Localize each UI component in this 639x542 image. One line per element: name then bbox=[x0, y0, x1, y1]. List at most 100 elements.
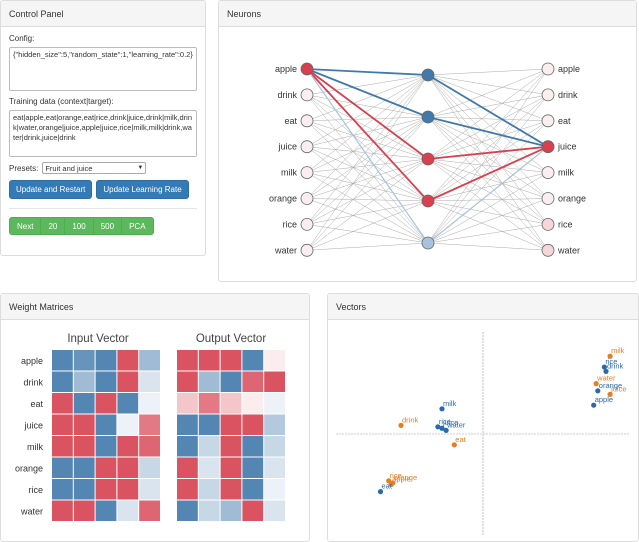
step-500-button[interactable]: 500 bbox=[92, 217, 123, 235]
output-neuron-label: drink bbox=[558, 90, 578, 100]
input-neuron[interactable] bbox=[300, 243, 314, 257]
vector-point[interactable] bbox=[603, 368, 609, 374]
input-neuron-label: eat bbox=[284, 116, 297, 126]
input-neuron-label: water bbox=[274, 245, 297, 255]
active-connection-line bbox=[306, 68, 429, 202]
output-neuron[interactable] bbox=[541, 114, 555, 128]
hidden-neuron[interactable] bbox=[421, 194, 435, 208]
input-weight-cell bbox=[95, 371, 117, 392]
active-connection-line bbox=[427, 74, 549, 148]
input-weight-cell bbox=[117, 457, 139, 478]
output-neuron[interactable] bbox=[541, 62, 555, 76]
vector-point[interactable] bbox=[607, 353, 613, 359]
input-weight-cell bbox=[73, 436, 95, 457]
input-neuron[interactable] bbox=[300, 88, 314, 102]
connection-line bbox=[427, 242, 549, 251]
output-neuron[interactable] bbox=[541, 243, 555, 257]
vector-point-label: orange bbox=[599, 381, 622, 390]
divider bbox=[9, 208, 197, 209]
vector-point[interactable] bbox=[451, 442, 457, 448]
training-data-input[interactable]: eat|apple,eat|orange,eat|rice,drink|juic… bbox=[9, 110, 197, 157]
output-neuron[interactable] bbox=[541, 166, 555, 180]
output-neuron[interactable] bbox=[541, 88, 555, 102]
weight-row-label: apple bbox=[21, 356, 43, 366]
vector-point-label: water bbox=[596, 374, 616, 383]
connection-line bbox=[306, 198, 429, 244]
update-learning-rate-button[interactable]: Update Learning Rate bbox=[96, 180, 189, 199]
output-weight-cell bbox=[264, 371, 285, 392]
connection-line bbox=[427, 116, 549, 251]
active-connection-line bbox=[427, 145, 549, 160]
connection-line bbox=[427, 158, 549, 251]
hidden-neuron[interactable] bbox=[421, 152, 435, 166]
hidden-neuron[interactable] bbox=[421, 68, 435, 82]
update-and-restart-button[interactable]: Update and Restart bbox=[9, 180, 93, 199]
input-neuron[interactable] bbox=[300, 140, 314, 154]
pca-button[interactable]: PCA bbox=[121, 217, 154, 235]
input-neuron[interactable] bbox=[300, 62, 314, 76]
vector-point[interactable] bbox=[439, 406, 445, 412]
step-100-button[interactable]: 100 bbox=[64, 217, 94, 235]
connection-line bbox=[427, 120, 549, 160]
vector-point[interactable] bbox=[593, 381, 599, 387]
connection-line bbox=[306, 116, 429, 122]
connection-line bbox=[306, 116, 429, 225]
connection-line bbox=[306, 224, 429, 244]
output-neuron[interactable] bbox=[541, 217, 555, 231]
vector-point-label: rice bbox=[439, 417, 451, 426]
input-neuron[interactable] bbox=[300, 114, 314, 128]
vector-point-label: water bbox=[446, 420, 466, 429]
output-neuron-label: water bbox=[557, 245, 580, 255]
input-weight-cell bbox=[52, 457, 73, 478]
vector-point[interactable] bbox=[377, 489, 384, 495]
control-panel-title: Control Panel bbox=[1, 1, 205, 27]
vector-point[interactable] bbox=[595, 388, 601, 394]
vector-point[interactable] bbox=[398, 422, 404, 428]
connection-line bbox=[427, 116, 549, 199]
output-neuron[interactable] bbox=[541, 192, 555, 205]
connection-line bbox=[306, 116, 429, 251]
input-weight-cell bbox=[117, 393, 139, 414]
output-weight-cell bbox=[220, 457, 242, 478]
connection-line bbox=[306, 120, 429, 202]
connection-line bbox=[427, 74, 549, 122]
hidden-neuron[interactable] bbox=[421, 236, 435, 250]
input-weight-cell bbox=[52, 350, 73, 371]
input-neuron-label: juice bbox=[277, 142, 297, 152]
vector-point[interactable] bbox=[439, 425, 445, 431]
output-weight-cell bbox=[198, 414, 220, 435]
output-neuron[interactable] bbox=[541, 140, 555, 154]
connection-line bbox=[306, 74, 429, 96]
vector-point[interactable] bbox=[443, 427, 449, 433]
output-weight-cell bbox=[177, 436, 198, 457]
output-weight-cell bbox=[220, 393, 242, 414]
next-button[interactable]: Next bbox=[9, 217, 42, 235]
vector-point[interactable] bbox=[601, 364, 607, 370]
vector-point[interactable] bbox=[388, 481, 394, 487]
input-neuron[interactable] bbox=[300, 192, 314, 205]
weight-row-label: rice bbox=[28, 485, 43, 495]
output-vector-title: Output Vector bbox=[196, 333, 266, 345]
input-weight-cell bbox=[95, 457, 117, 478]
connection-line bbox=[427, 172, 549, 202]
input-weight-cell bbox=[139, 350, 160, 371]
step-20-button[interactable]: 20 bbox=[40, 217, 66, 235]
input-neuron[interactable] bbox=[300, 217, 314, 231]
vector-point[interactable] bbox=[591, 402, 597, 408]
vector-point-label: eat bbox=[382, 482, 393, 491]
hidden-neuron[interactable] bbox=[421, 110, 435, 124]
config-input[interactable]: {"hidden_size":5,"random_state":1,"learn… bbox=[9, 47, 197, 91]
connection-line bbox=[427, 94, 549, 160]
weight-row-label: milk bbox=[27, 442, 43, 452]
vector-point-label: orange bbox=[394, 473, 417, 482]
config-label: Config: bbox=[9, 34, 35, 43]
connection-line bbox=[427, 158, 549, 173]
vector-point[interactable] bbox=[607, 391, 613, 397]
vector-point[interactable] bbox=[435, 424, 441, 430]
input-neuron[interactable] bbox=[300, 166, 314, 180]
output-neuron-label: orange bbox=[558, 194, 586, 204]
connection-line bbox=[427, 94, 549, 202]
presets-select[interactable]: Fruit and juice ▼ bbox=[42, 162, 147, 174]
vectors-scatter-plot: milkricedrinkwaterjuiceorangeapplemilkri… bbox=[336, 332, 630, 536]
input-weight-cell bbox=[73, 457, 95, 478]
